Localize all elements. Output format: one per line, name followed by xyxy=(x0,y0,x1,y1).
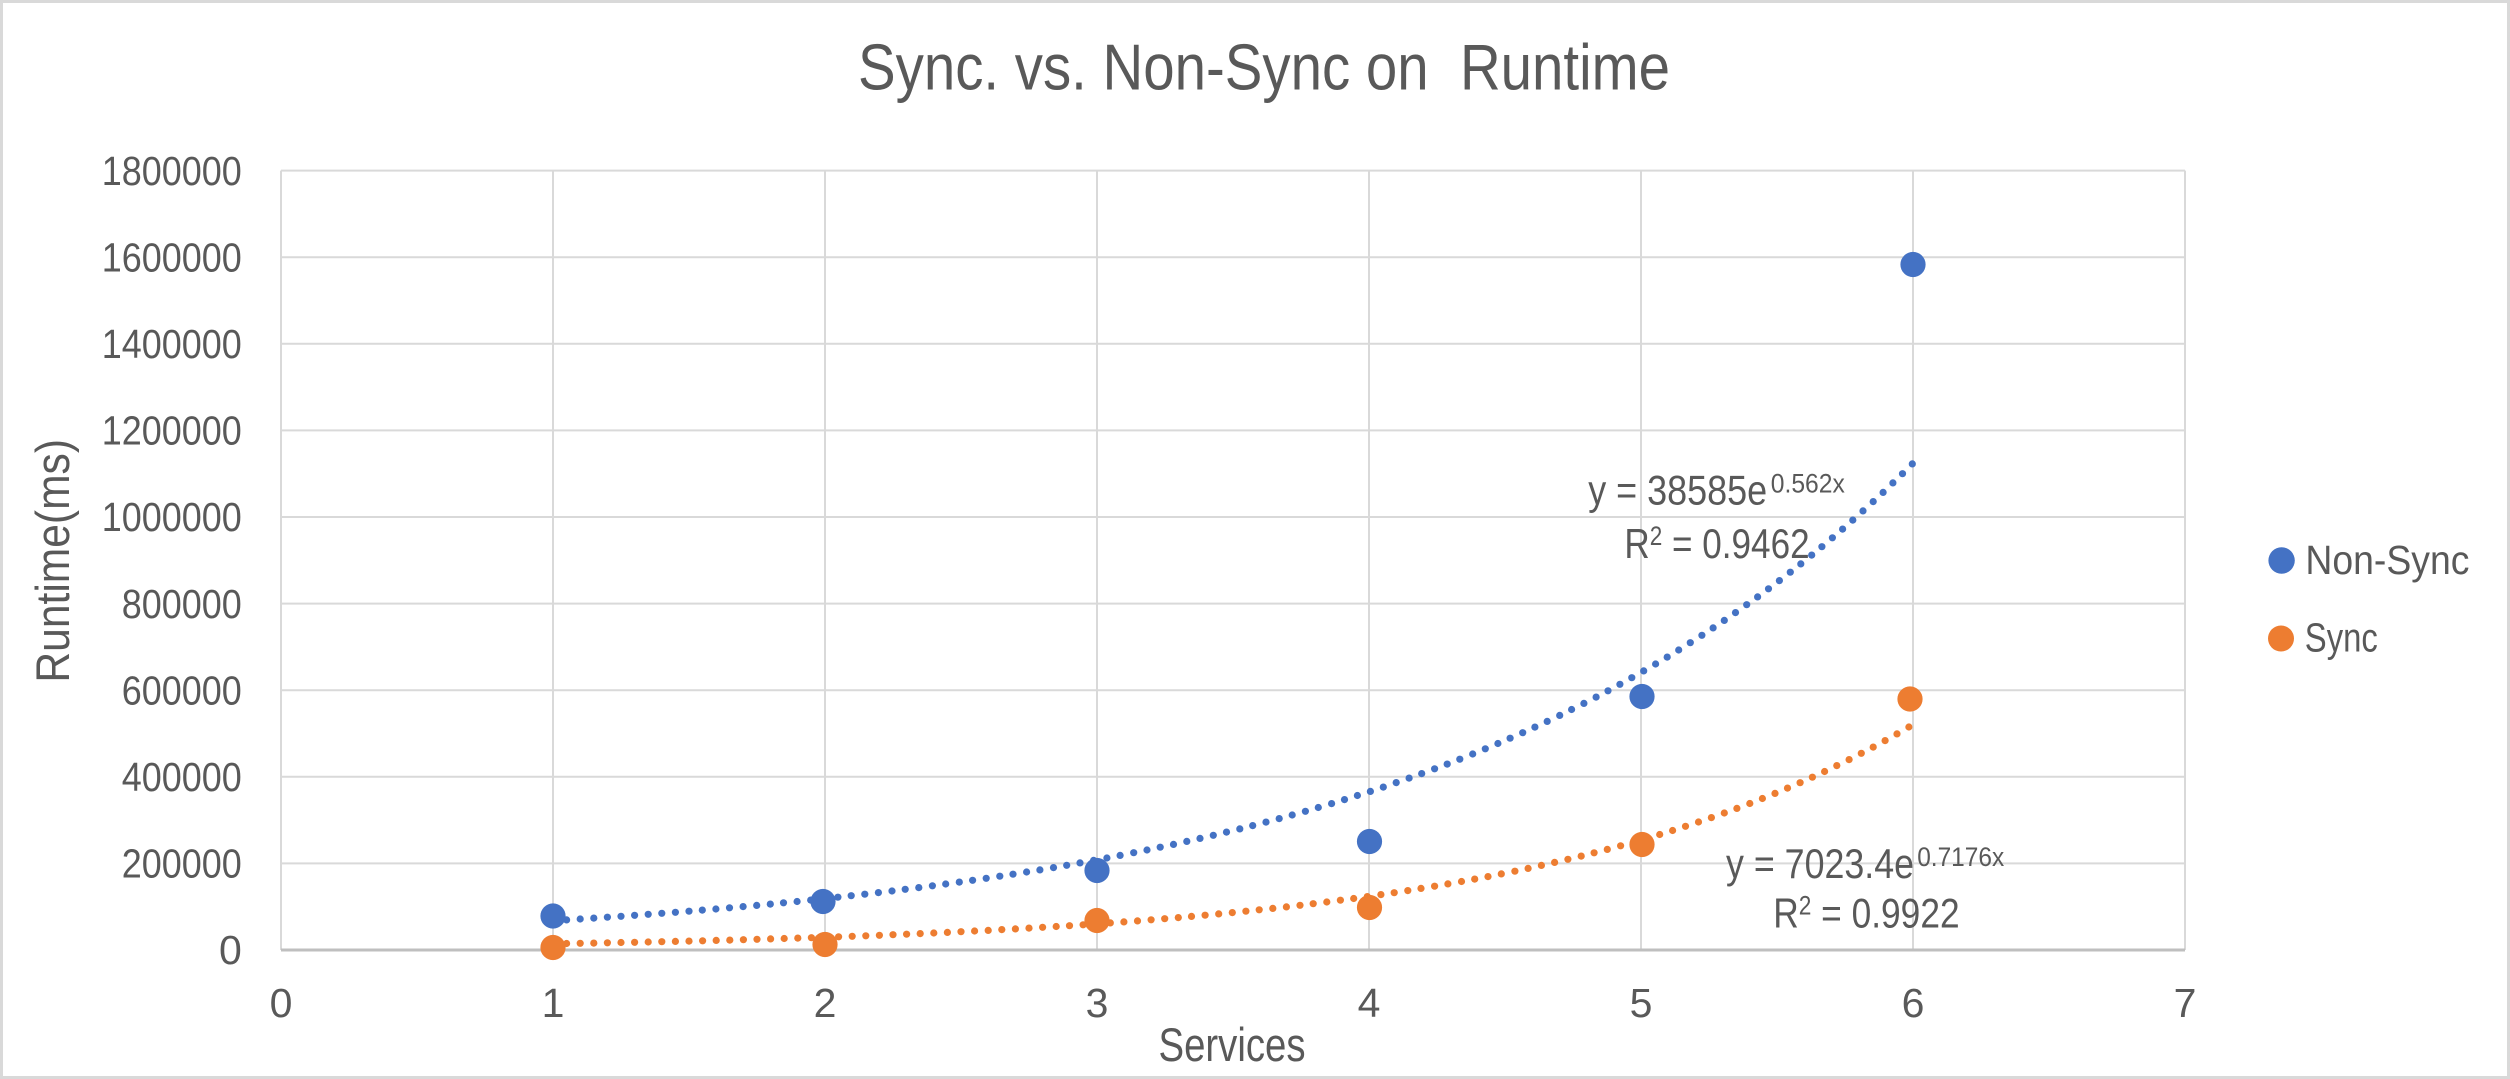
svg-text:Non-Sync: Non-Sync xyxy=(2305,537,2469,583)
svg-text:7: 7 xyxy=(2174,980,2197,1026)
svg-text:200000: 200000 xyxy=(122,841,242,887)
svg-text:Runtime(ms): Runtime(ms) xyxy=(26,439,79,683)
svg-text:400000: 400000 xyxy=(122,754,242,800)
svg-text:Services: Services xyxy=(1159,1018,1306,1071)
svg-text:Sync. vs. Non-Sync on Runtime: Sync. vs. Non-Sync on Runtime xyxy=(858,31,1670,104)
svg-text:0: 0 xyxy=(219,927,242,973)
svg-text:0: 0 xyxy=(270,980,293,1026)
svg-text:6: 6 xyxy=(1902,980,1925,1026)
svg-text:1000000: 1000000 xyxy=(102,494,242,540)
svg-text:y = 7023.4e: y = 7023.4e xyxy=(1726,840,1914,887)
svg-text:Sync: Sync xyxy=(2305,614,2378,660)
svg-text:0.7176x: 0.7176x xyxy=(1917,842,2004,872)
svg-text:y = 38585e: y = 38585e xyxy=(1588,466,1767,513)
svg-text:1600000: 1600000 xyxy=(102,234,242,280)
svg-text:1400000: 1400000 xyxy=(102,321,242,367)
svg-text:3: 3 xyxy=(1086,980,1109,1026)
svg-text:5: 5 xyxy=(1630,980,1653,1026)
svg-text:800000: 800000 xyxy=(122,581,242,627)
svg-text:2: 2 xyxy=(814,980,837,1026)
svg-text:0.562x: 0.562x xyxy=(1771,469,1845,499)
svg-text:1: 1 xyxy=(542,980,565,1026)
svg-text:1800000: 1800000 xyxy=(102,148,242,194)
svg-text:600000: 600000 xyxy=(122,667,242,713)
svg-text:1200000: 1200000 xyxy=(102,408,242,454)
svg-text:4: 4 xyxy=(1358,980,1381,1026)
